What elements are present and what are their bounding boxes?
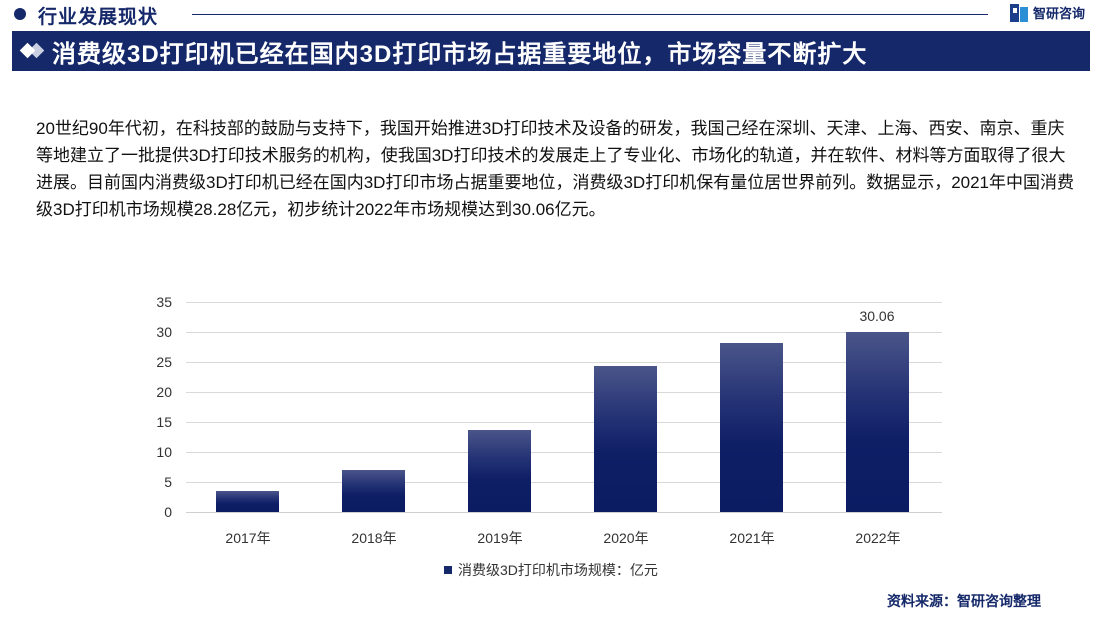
y-tick: 10 — [156, 444, 172, 460]
bar-2020 — [594, 366, 657, 512]
y-tick: 15 — [156, 414, 172, 430]
data-label-2022: 30.06 — [859, 308, 895, 324]
x-label: 2019年 — [477, 530, 523, 546]
bullet-dot-icon — [14, 8, 26, 20]
gridline — [186, 332, 942, 333]
x-label: 2018年 — [351, 530, 397, 546]
y-tick: 5 — [164, 474, 172, 490]
gridline — [186, 362, 942, 363]
y-tick: 35 — [156, 294, 172, 310]
bar-2021 — [720, 343, 783, 512]
y-tick: 25 — [156, 354, 172, 370]
logo-text: 智研咨询 — [1033, 6, 1086, 21]
x-label: 2020年 — [603, 530, 649, 546]
gridline — [186, 452, 942, 453]
y-tick: 20 — [156, 384, 172, 400]
gridline — [186, 302, 942, 303]
legend-swatch-icon — [444, 566, 452, 574]
legend-label: 消费级3D打印机市场规模：亿元 — [458, 562, 658, 578]
section-header: 行业发展现状 智研咨询 — [0, 0, 1101, 28]
bar-2017 — [216, 491, 279, 512]
brand-logo: 智研咨询 — [1010, 3, 1085, 22]
logo-icon — [1010, 3, 1028, 22]
bar-2018 — [342, 470, 405, 512]
x-label: 2022年 — [855, 530, 901, 546]
bar-2019 — [468, 430, 531, 512]
gridline — [186, 482, 942, 483]
x-axis-line — [186, 512, 942, 513]
page-title: 消费级3D打印机已经在国内3D打印市场占据重要地位，市场容量不断扩大 — [52, 40, 868, 68]
bar-2022 — [846, 332, 909, 512]
source-note: 资料来源：智研咨询整理 — [887, 593, 1041, 609]
y-tick: 0 — [164, 504, 172, 520]
gridline — [186, 422, 942, 423]
divider-line — [192, 14, 988, 15]
chart-legend: 消费级3D打印机市场规模：亿元 — [444, 560, 658, 580]
x-label: 2017年 — [225, 530, 271, 546]
y-tick: 30 — [156, 324, 172, 340]
description-paragraph: 20世纪90年代初，在科技部的鼓励与支持下，我国开始推进3D打印技术及设备的研发… — [36, 119, 1075, 219]
title-banner: 消费级3D打印机已经在国内3D打印市场占据重要地位，市场容量不断扩大 — [12, 31, 1090, 71]
gridline — [186, 392, 942, 393]
section-title: 行业发展现状 — [38, 7, 159, 28]
x-label: 2021年 — [729, 530, 775, 546]
bar-chart: 35 30 25 20 15 10 5 0 30.06 2017年 2018年 … — [150, 292, 950, 552]
double-diamond-icon — [19, 42, 46, 59]
